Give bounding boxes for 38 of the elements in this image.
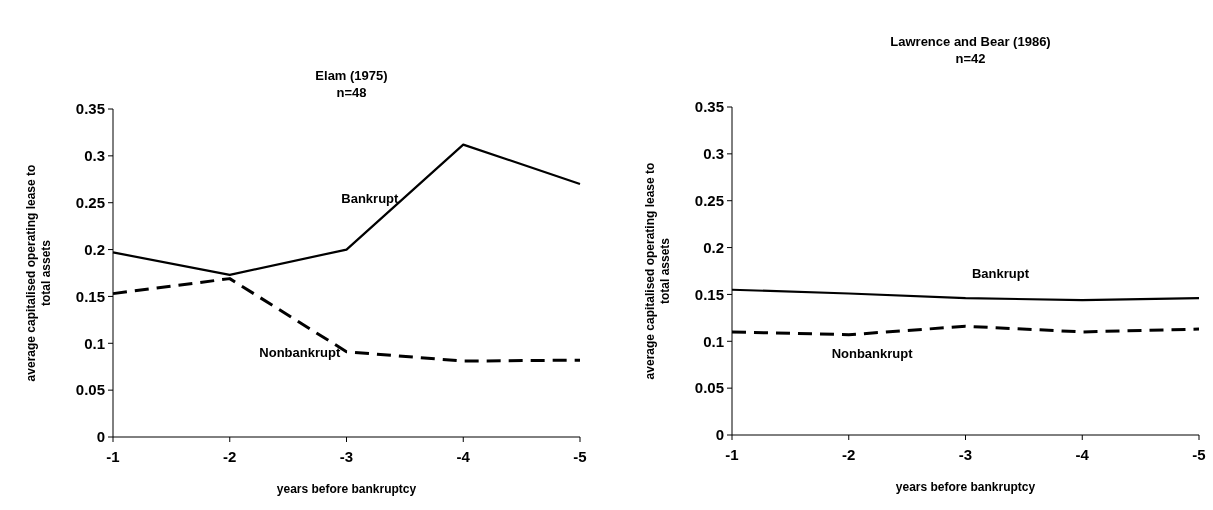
y-tick-label: 0.25 bbox=[75, 193, 105, 211]
x-tick-label: -2 bbox=[223, 448, 237, 465]
chart-subtitle: n=48 bbox=[336, 85, 367, 100]
x-tick-label: -5 bbox=[573, 448, 587, 465]
x-tick-label: -1 bbox=[725, 446, 739, 463]
y-tick-label: 0.1 bbox=[703, 332, 724, 350]
x-axis-title: years before bankruptcy bbox=[895, 480, 1036, 494]
y-tick-label: 0.15 bbox=[75, 287, 105, 305]
x-tick-label: -3 bbox=[339, 448, 354, 465]
y-tick-label: 0 bbox=[96, 428, 105, 446]
series-label: Bankrupt bbox=[341, 190, 400, 206]
y-tick-label: 0.3 bbox=[84, 147, 105, 165]
x-tick-label: -3 bbox=[958, 446, 973, 463]
y-tick-label: 0.05 bbox=[75, 381, 105, 399]
chart-subtitle: n=42 bbox=[955, 51, 986, 66]
y-tick-label: 0.25 bbox=[694, 191, 724, 209]
y-tick-label: 0.35 bbox=[694, 98, 724, 116]
chart-title: Lawrence and Bear (1986) bbox=[890, 34, 1051, 49]
x-tick-label: -5 bbox=[1192, 446, 1206, 463]
y-tick-label: 0.2 bbox=[84, 240, 105, 258]
y-axis-title: average capitalised operating lease to total assets bbox=[24, 164, 53, 382]
y-tick-label: 0.2 bbox=[703, 238, 724, 256]
series-label: Nonbankrupt bbox=[259, 345, 341, 361]
chart-title: Elam (1975) bbox=[315, 68, 388, 83]
x-axis-title: years before bankruptcy bbox=[276, 482, 417, 496]
series-label: Bankrupt bbox=[971, 265, 1030, 281]
x-tick-label: -4 bbox=[1075, 446, 1090, 463]
y-tick-label: 0.35 bbox=[75, 100, 105, 118]
y-tick-label: 0.15 bbox=[694, 285, 724, 303]
y-tick-label: 0 bbox=[715, 426, 724, 444]
y-tick-label: 0.1 bbox=[84, 334, 105, 352]
x-tick-label: -1 bbox=[106, 448, 120, 465]
y-tick-label: 0.3 bbox=[703, 145, 724, 163]
x-tick-label: -4 bbox=[456, 448, 471, 465]
y-tick-label: 0.05 bbox=[694, 379, 724, 397]
series-label: Nonbankrupt bbox=[831, 346, 914, 362]
y-axis-title: average capitalised operating lease to total assets bbox=[643, 162, 672, 380]
x-tick-label: -2 bbox=[842, 446, 856, 463]
